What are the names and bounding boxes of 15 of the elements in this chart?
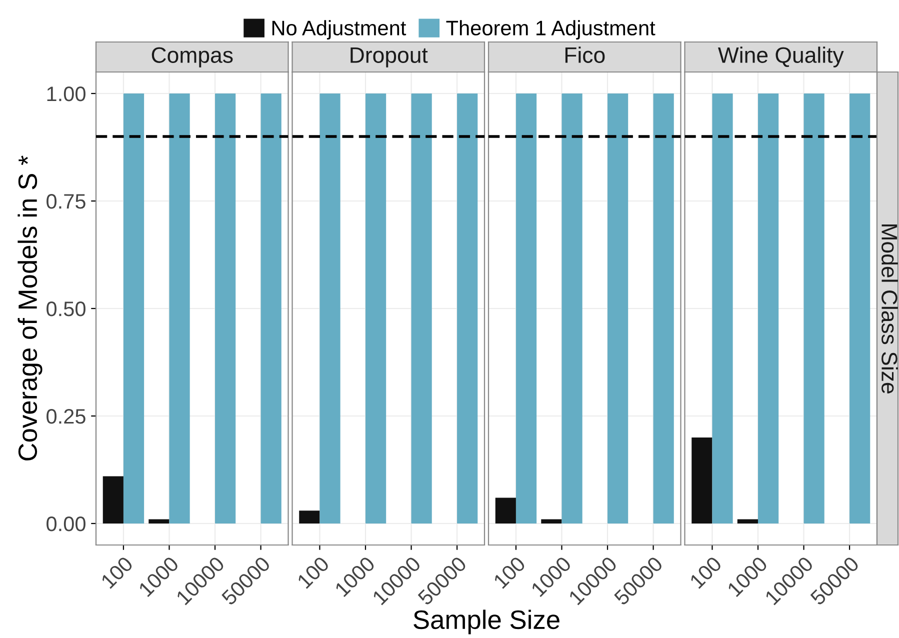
x-tick-label: 100 [689, 556, 722, 589]
x-axis-title: Sample Size [414, 610, 560, 634]
y-tick-label: 0.00 [46, 516, 86, 532]
x-tick-label: 100 [100, 556, 134, 589]
y-tick-label: 0.75 [46, 194, 86, 209]
y-tick-label: 1.00 [47, 86, 86, 102]
x-tick-label: 100 [492, 556, 526, 589]
y-axis-title: Coverage of Models in S * [18, 156, 42, 460]
legend-label: Theorem 1 Adjustment [446, 20, 656, 40]
chart-title: Wine Quality [718, 46, 844, 68]
x-tick-label: 100 [296, 556, 330, 589]
text: Model Class Size [882, 224, 898, 394]
y-tick-label: 0.25 [46, 409, 86, 424]
legend-label: No Adjustment [272, 20, 406, 40]
y-tick-label: 0.50 [46, 302, 86, 316]
